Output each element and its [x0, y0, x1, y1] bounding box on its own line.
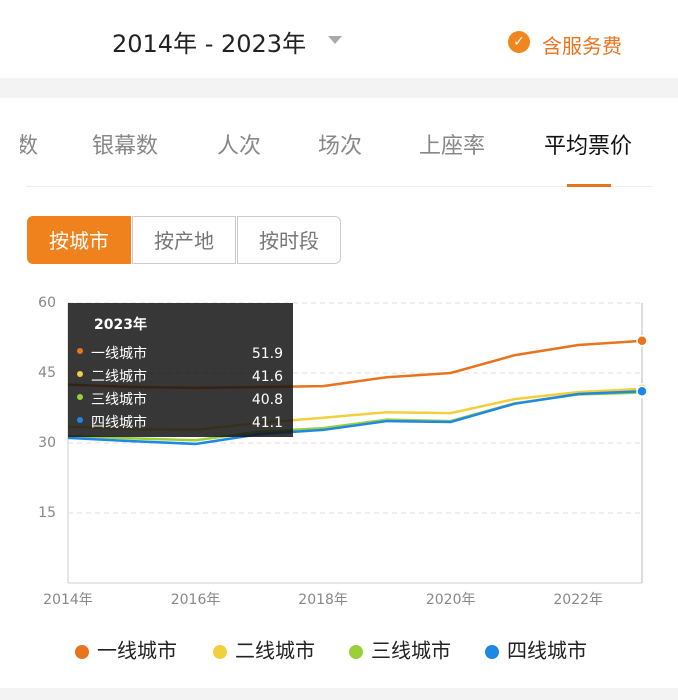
- legend-label: 四线城市: [507, 639, 587, 663]
- legend-label: 二线城市: [235, 639, 315, 663]
- x-tick-label: 2022年: [553, 592, 603, 608]
- filter-active[interactable]: 按城市: [27, 216, 131, 264]
- filter[interactable]: 按时段: [237, 216, 341, 264]
- tab[interactable]: 数: [20, 134, 38, 159]
- tooltip-name: 一线城市: [91, 345, 147, 362]
- tooltip-value: 41.1: [252, 415, 283, 431]
- check-icon[interactable]: ✓: [508, 31, 530, 53]
- tooltip-dot: [77, 417, 83, 423]
- tab-underline: [567, 184, 611, 187]
- tooltip-value: 51.9: [252, 346, 283, 362]
- tab[interactable]: 人次: [217, 134, 262, 159]
- end-point: [636, 385, 648, 397]
- tooltip-value: 40.8: [252, 392, 283, 408]
- legend-marker: [349, 645, 363, 659]
- tab[interactable]: 上座率: [419, 134, 486, 159]
- service-fee[interactable]: 含服务费: [542, 34, 622, 58]
- divider: [26, 186, 652, 187]
- tooltip-name: 四线城市: [91, 414, 147, 431]
- dropdown-arrow[interactable]: [328, 36, 342, 44]
- y-tick-label: 60: [38, 295, 56, 311]
- x-tick-label: 2014年: [43, 592, 93, 608]
- tab-active[interactable]: 平均票价: [544, 134, 633, 159]
- tooltip-name: 三线城市: [91, 391, 147, 408]
- tooltip-dot: [77, 394, 83, 400]
- legend-label: 一线城市: [97, 639, 177, 663]
- tab[interactable]: 银幕数: [92, 134, 159, 159]
- x-tick-label: 2016年: [171, 592, 221, 608]
- legend-marker: [75, 645, 89, 659]
- tooltip: [68, 303, 293, 437]
- y-tick-label: 45: [38, 365, 56, 381]
- tooltip-value: 41.6: [252, 369, 283, 385]
- legend-marker: [485, 645, 499, 659]
- y-tick-label: 15: [38, 505, 56, 521]
- tooltip-dot: [77, 371, 83, 377]
- tooltip-dot: [77, 348, 83, 354]
- line: [67, 389, 643, 446]
- tooltip-name: 二线城市: [91, 368, 147, 385]
- tooltip-title: 2023年: [94, 316, 147, 333]
- x-tick-label: 2020年: [426, 592, 476, 608]
- header: 2014年 - 2023年 ✓ 含服务费: [0, 0, 678, 78]
- tab[interactable]: 场次: [318, 134, 363, 159]
- end-point: [636, 335, 648, 347]
- x-tick-label: 2018年: [298, 592, 348, 608]
- filter[interactable]: 按产地: [132, 216, 236, 264]
- y-tick-label: 30: [38, 435, 56, 451]
- legend-marker: [213, 645, 227, 659]
- date-range[interactable]: 2014年 - 2023年: [112, 30, 307, 58]
- legend-label: 三线城市: [371, 639, 451, 663]
